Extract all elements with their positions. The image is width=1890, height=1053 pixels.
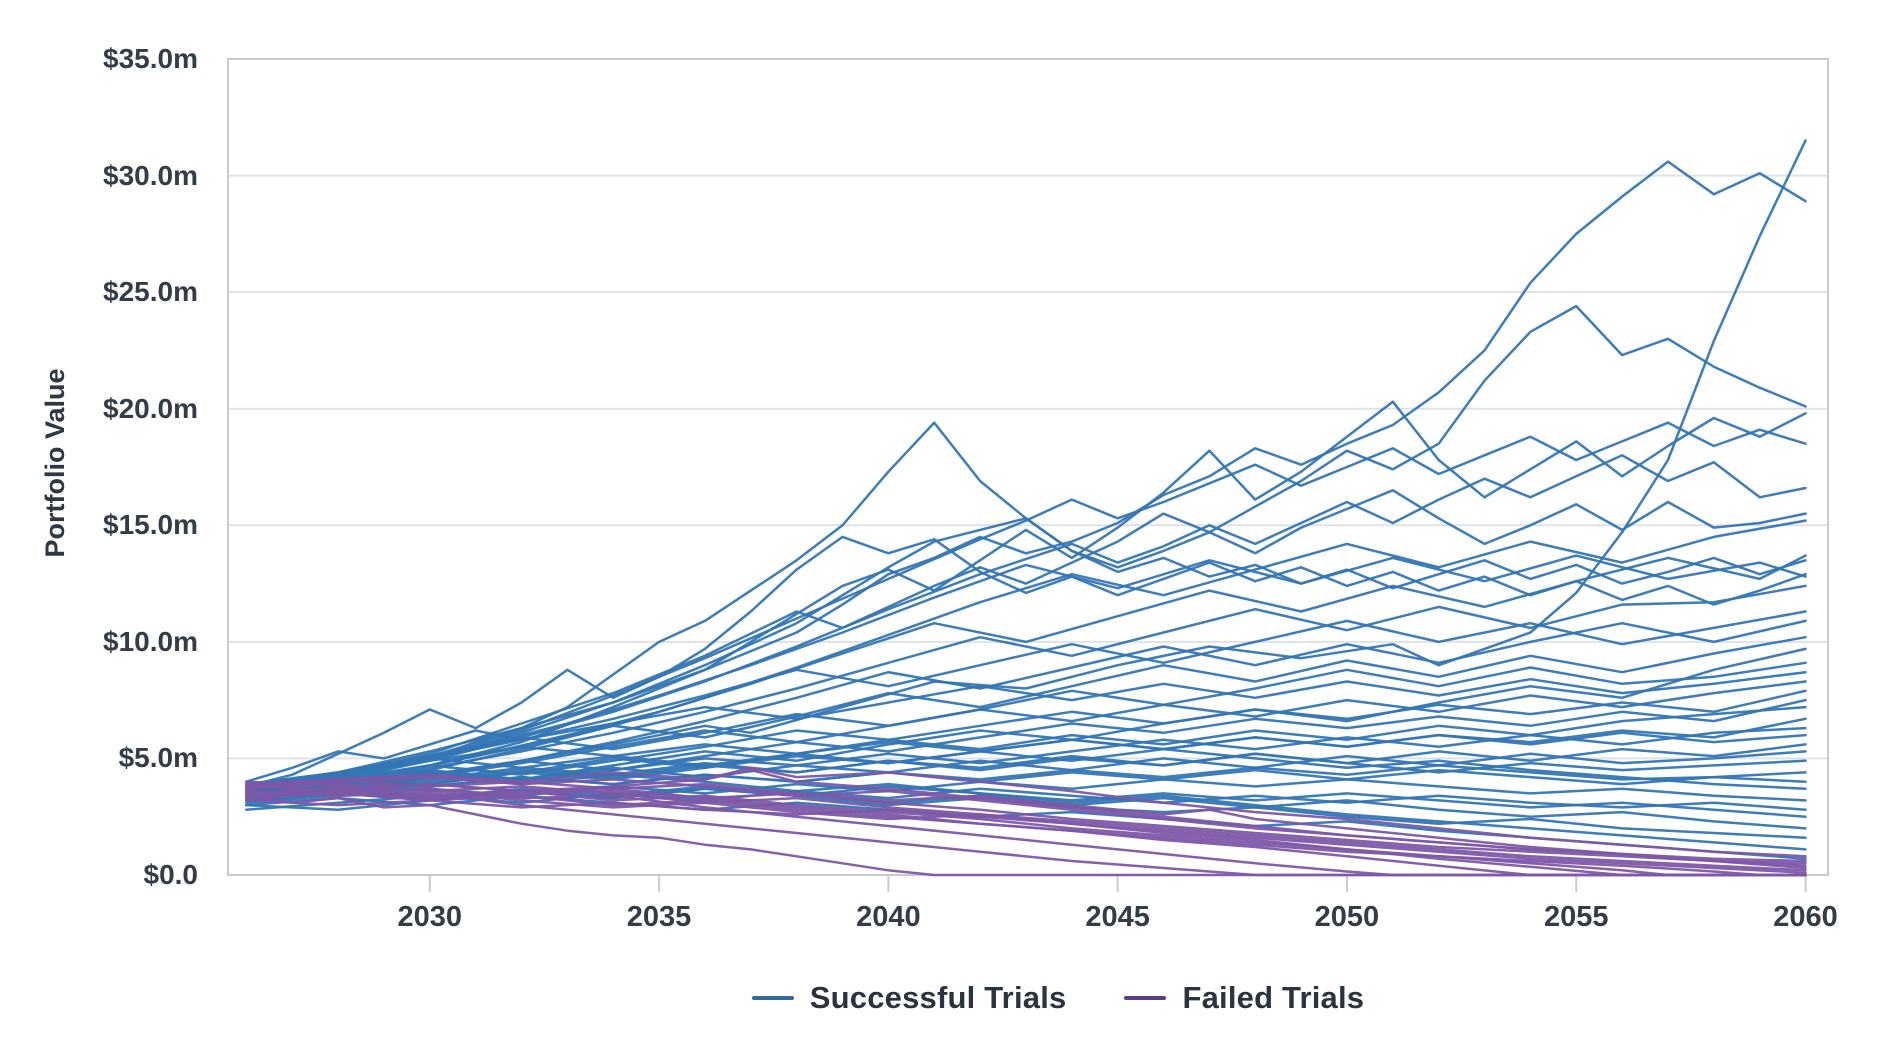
trial-line-success [245,610,1807,790]
successful-trials-line-swatch-icon [751,996,794,1000]
trial-line-fail [245,785,1807,877]
trial-line-fail [245,789,1807,870]
trial-line-fail [245,787,1807,877]
y-axis-tick-label: $10.0m [103,625,198,657]
trial-line-success [245,768,1807,802]
failed-trials-line-swatch-icon [1124,996,1167,1000]
y-axis-tick-label: $5.0m [118,742,198,774]
x-axis-tick-label: 2060 [1773,901,1838,933]
trial-line-fail [245,792,1807,877]
trial-line-success [245,747,1807,790]
trial-line-fail [245,789,1807,877]
x-axis-tick-label: 2035 [626,901,692,933]
x-axis-tick-label: 2030 [397,901,463,933]
legend: Successful Trials Failed Trials [228,980,1858,1016]
y-axis-tick-label: $25.0m [103,276,198,308]
y-axis-tick-label: $35.0m [103,43,198,74]
x-axis-tick-label: 2055 [1543,901,1609,933]
trial-line-fail [245,766,1807,858]
trial-line-success [245,731,1807,788]
trial-line-fail [245,775,1807,863]
y-axis-tick-label: $0.0 [143,859,199,890]
trial-line-success [245,787,1807,811]
y-axis-tick-label: $20.0m [103,392,198,424]
trial-line-success [245,160,1807,790]
trial-line-success [245,670,1807,783]
trial-line-success [245,752,1807,797]
legend-label-successful-trials: Successful Trials [809,980,1067,1015]
trial-line-fail [245,789,1807,877]
x-axis-tick-label: 2050 [1314,901,1380,933]
trial-line-success [245,421,1807,793]
y-axis-title: Portfolio Value [40,368,70,558]
y-axis-tick-label: $30.0m [103,159,198,191]
x-axis-tick-label: 2040 [856,901,921,933]
legend-item-failed-trials[interactable]: Failed Trials [1124,980,1364,1016]
y-axis-labels: $35.0m $30.0m $25.0m $20.0m $15.0m $10.0m $5.0… [0,0,198,1053]
y-axis-tick-label: $15.0m [103,509,198,541]
x-axis-tick-label: 2045 [1085,901,1150,933]
legend-label-failed-trials: Failed Trials [1182,980,1365,1015]
trial-line-success [245,584,1807,793]
trial-line-success [245,698,1807,797]
trial-line-success [245,661,1807,788]
trial-line-success [245,519,1807,800]
legend-item-successful-trials[interactable]: Successful Trials [751,980,1067,1016]
trial-line-success [245,139,1807,797]
trial-line-success [245,454,1807,795]
